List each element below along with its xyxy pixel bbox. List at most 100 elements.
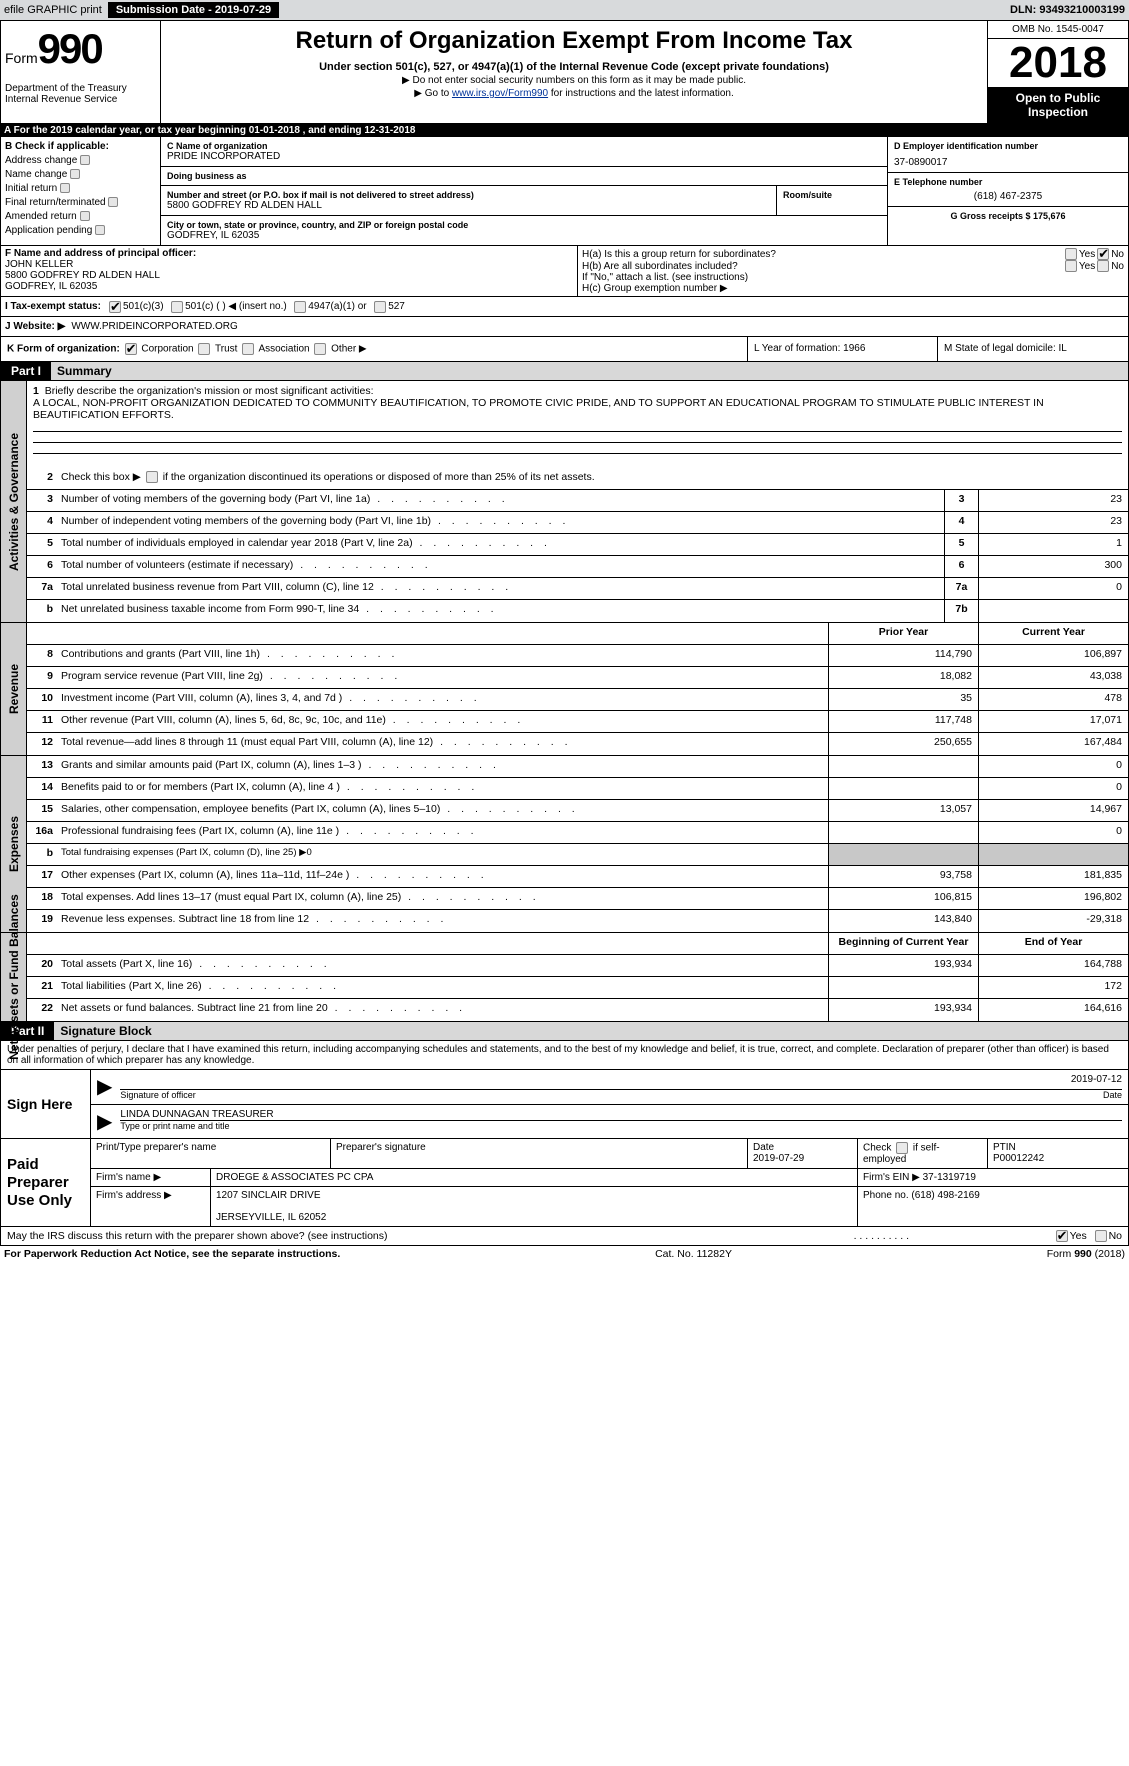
- na-hdr-py: Beginning of Current Year: [828, 933, 978, 954]
- gov-desc: Number of independent voting members of …: [57, 512, 944, 533]
- b-initial: Initial return: [5, 183, 57, 194]
- b-amended: Amended return: [5, 211, 77, 222]
- sig-label: Signature of officer: [120, 1090, 1103, 1100]
- period-bar: A For the 2019 calendar year, or tax yea…: [0, 124, 1129, 137]
- hb: H(b) Are all subordinates included?: [582, 261, 1063, 272]
- dept: Department of the Treasury Internal Reve…: [5, 83, 156, 105]
- hb-note: If "No," attach a list. (see instruction…: [582, 272, 1124, 283]
- na-desc: Net assets or fund balances. Subtract li…: [57, 999, 828, 1021]
- d-label: D Employer identification number: [894, 141, 1122, 151]
- rev-desc: Total revenue—add lines 8 through 11 (mu…: [57, 733, 828, 755]
- rev-cy: 167,484: [978, 733, 1128, 755]
- exp-desc: Professional fundraising fees (Part IX, …: [57, 822, 828, 843]
- chk-corp[interactable]: [125, 343, 137, 355]
- exp-cy: 181,835: [978, 866, 1128, 887]
- part-i-bar: Part I Summary: [0, 362, 1129, 381]
- m-state: M State of legal domicile: IL: [938, 337, 1128, 361]
- g-gross: G Gross receipts $ 175,676: [950, 211, 1065, 221]
- chk-self-emp[interactable]: [896, 1142, 908, 1154]
- exp-cy: 14,967: [978, 800, 1128, 821]
- k-label: K Form of organization:: [7, 344, 120, 355]
- line-1: ▶ Do not enter social security numbers o…: [167, 75, 981, 86]
- chk-final[interactable]: [108, 197, 118, 207]
- part-ii-title: Signature Block: [54, 1022, 157, 1040]
- submission-date-btn[interactable]: Submission Date - 2019-07-29: [108, 2, 279, 18]
- prep-hdr-ptin: PTINP00012242: [988, 1139, 1128, 1169]
- chk-other[interactable]: [314, 343, 326, 355]
- chk-discontinued[interactable]: [146, 471, 158, 483]
- na-py: 193,934: [828, 999, 978, 1021]
- ha: H(a) Is this a group return for subordin…: [582, 249, 1063, 260]
- officer-addr2: GODFREY, IL 62035: [5, 281, 573, 292]
- rev-cy: 17,071: [978, 711, 1128, 732]
- vtab-gov: Activities & Governance: [1, 381, 27, 622]
- line-2: Check this box ▶ if the organization dis…: [57, 468, 1128, 489]
- section-b: B Check if applicable: Address change Na…: [1, 137, 161, 245]
- hb-yes[interactable]: [1065, 260, 1077, 272]
- chk-addr[interactable]: [80, 155, 90, 165]
- gov-row: 4 Number of independent voting members o…: [27, 512, 1128, 534]
- rev-desc: Other revenue (Part VIII, column (A), li…: [57, 711, 828, 732]
- exp-row: 15 Salaries, other compensation, employe…: [27, 800, 1128, 822]
- officer-sig-name: LINDA DUNNAGAN TREASURER: [120, 1109, 1122, 1121]
- b-addr-change: Address change: [5, 155, 77, 166]
- chk-527[interactable]: [374, 301, 386, 313]
- footer-left: For Paperwork Reduction Act Notice, see …: [4, 1248, 340, 1260]
- irs-link[interactable]: www.irs.gov/Form990: [452, 88, 548, 99]
- na-row: 21 Total liabilities (Part X, line 26) 1…: [27, 977, 1128, 999]
- open-inspection: Open to Public Inspection: [988, 87, 1128, 123]
- discuss-no[interactable]: [1095, 1230, 1107, 1242]
- ha-no[interactable]: [1097, 248, 1109, 260]
- b-title: B Check if applicable:: [5, 141, 156, 152]
- form-header: Form990 Department of the Treasury Inter…: [0, 20, 1129, 124]
- city-label: City or town, state or province, country…: [167, 220, 881, 230]
- exp-desc: Total fundraising expenses (Part IX, col…: [57, 844, 828, 865]
- line-2: ▶ Go to www.irs.gov/Form990 for instruct…: [167, 88, 981, 99]
- na-desc: Total liabilities (Part X, line 26): [57, 977, 828, 998]
- chk-501c3[interactable]: [109, 301, 121, 313]
- discuss-yes[interactable]: [1056, 1230, 1068, 1242]
- exp-py: [828, 822, 978, 843]
- k-assoc: Association: [258, 344, 309, 355]
- addr-label: Number and street (or P.O. box if mail i…: [167, 190, 770, 200]
- org-addr: 5800 GODFREY RD ALDEN HALL: [167, 200, 770, 211]
- exp-desc: Grants and similar amounts paid (Part IX…: [57, 756, 828, 777]
- chk-initial[interactable]: [60, 183, 70, 193]
- chk-pending[interactable]: [95, 225, 105, 235]
- prep-hdr-date: Date2019-07-29: [748, 1139, 858, 1169]
- form-sub: Under section 501(c), 527, or 4947(a)(1)…: [167, 61, 981, 73]
- phone-label: Phone no.: [863, 1190, 909, 1201]
- firm-name-label: Firm's name ▶: [91, 1169, 211, 1186]
- exp-desc: Revenue less expenses. Subtract line 18 …: [57, 910, 828, 932]
- b-pending: Application pending: [5, 225, 92, 236]
- gov-nc: 4: [944, 512, 978, 533]
- exp-cy: -29,318: [978, 910, 1128, 932]
- gov-nc: 3: [944, 490, 978, 511]
- na-row: 20 Total assets (Part X, line 16) 193,93…: [27, 955, 1128, 977]
- form-number: Form990: [5, 25, 156, 73]
- chk-501c[interactable]: [171, 301, 183, 313]
- gov-val: [978, 600, 1128, 622]
- chk-4947[interactable]: [294, 301, 306, 313]
- exp-py: [828, 756, 978, 777]
- chk-amended[interactable]: [80, 211, 90, 221]
- omb: OMB No. 1545-0047: [988, 21, 1128, 39]
- line-j: J Website: ▶ WWW.PRIDEINCORPORATED.ORG: [0, 317, 1129, 337]
- section-b-to-g: B Check if applicable: Address change Na…: [0, 137, 1129, 246]
- chk-assoc[interactable]: [242, 343, 254, 355]
- k-corp: Corporation: [141, 344, 193, 355]
- footer-right: Form 990 (2018): [1047, 1248, 1125, 1260]
- date-label: Date: [1103, 1090, 1122, 1100]
- hb-no[interactable]: [1097, 260, 1109, 272]
- penalty-text: Under penalties of perjury, I declare th…: [0, 1041, 1129, 1070]
- ha-yes[interactable]: [1065, 248, 1077, 260]
- vtab-gov-text: Activities & Governance: [7, 432, 21, 570]
- gov-val: 0: [978, 578, 1128, 599]
- na-cy: 164,788: [978, 955, 1128, 976]
- gov-nc: 7a: [944, 578, 978, 599]
- chk-trust[interactable]: [198, 343, 210, 355]
- chk-name[interactable]: [70, 169, 80, 179]
- exp-cy: 0: [978, 778, 1128, 799]
- line-1: 1 Briefly describe the organization's mi…: [27, 381, 1128, 468]
- sign-here-block: Sign Here ▶ 2019-07-12 Signature of offi…: [0, 1070, 1129, 1139]
